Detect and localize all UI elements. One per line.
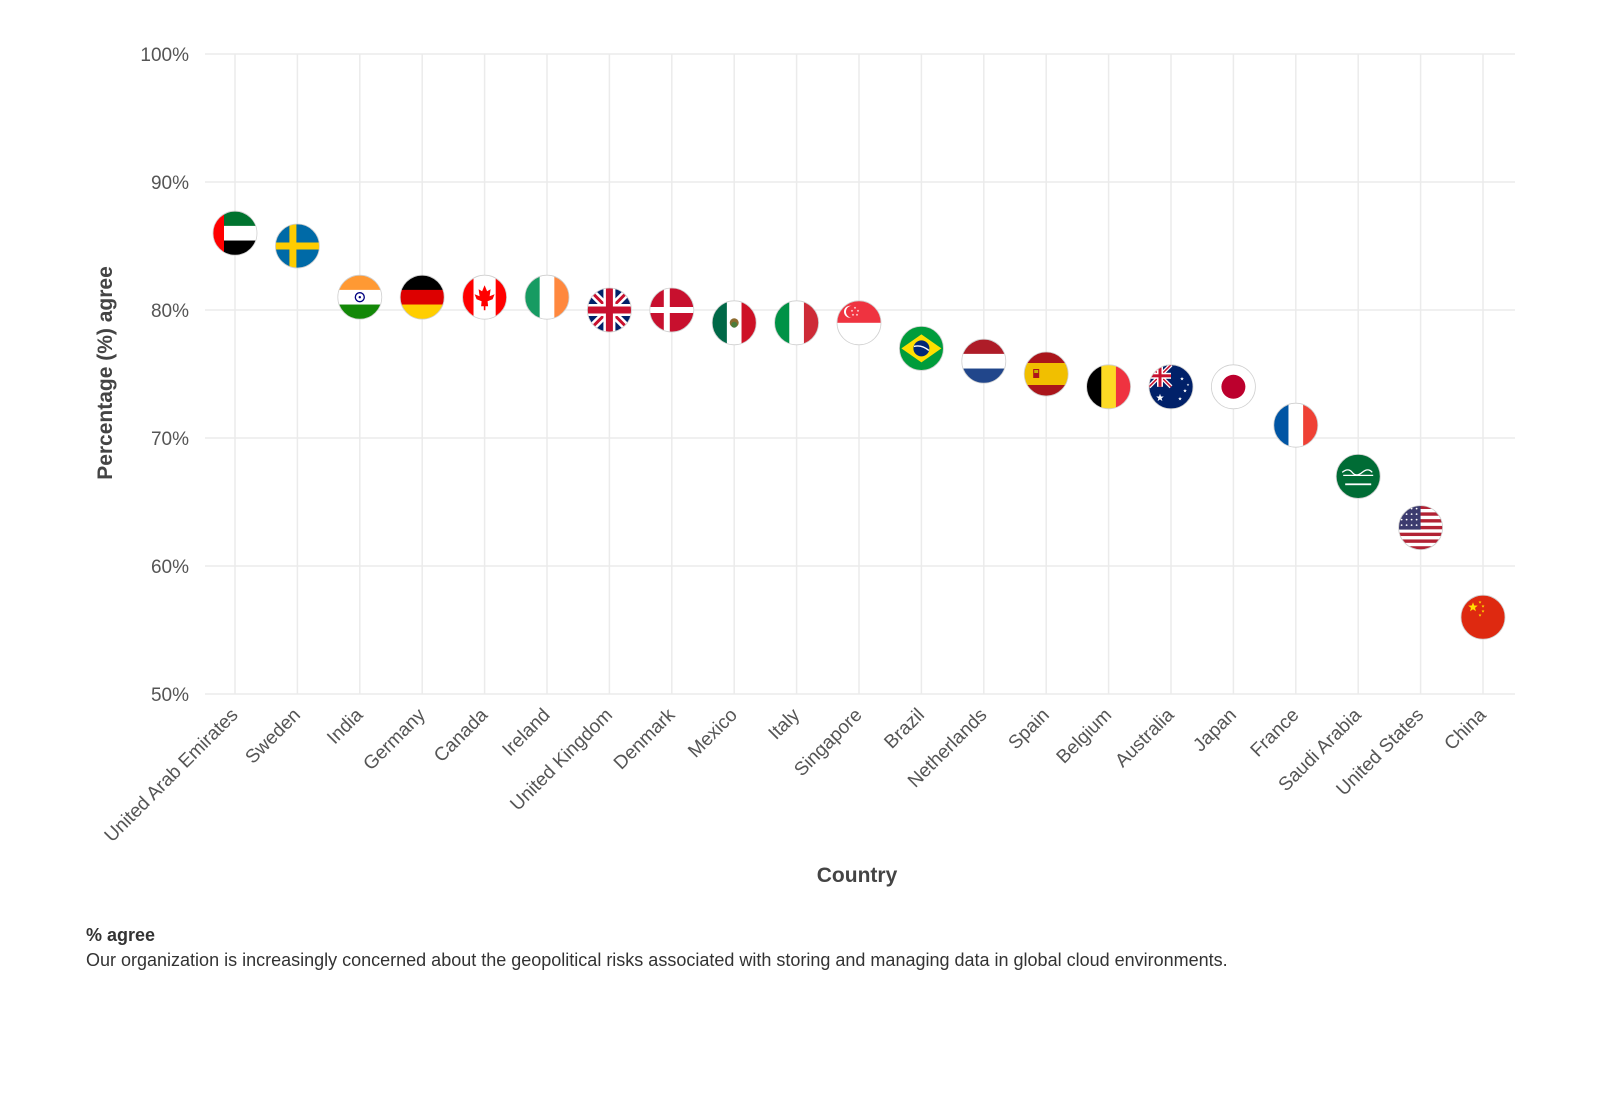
point-flag-saudi-arabia xyxy=(1335,453,1381,499)
y-axis-title: Percentage (%) agree xyxy=(94,266,117,480)
point-flag-germany xyxy=(399,274,445,320)
caption-title: % agree xyxy=(86,925,156,945)
x-tick-label: Canada xyxy=(430,704,492,766)
flag-usa-icon xyxy=(1398,505,1443,550)
x-tick-label: Belgium xyxy=(1053,705,1116,768)
point-flag-singapore xyxy=(836,300,882,346)
x-tick-label: Ireland xyxy=(499,705,555,761)
x-tick-label: Japan xyxy=(1189,705,1240,756)
y-axis-ticks: 50% 60% 70% 80% 90% 100% xyxy=(140,45,189,706)
x-tick-label: India xyxy=(323,704,367,748)
point-flag-netherlands xyxy=(961,338,1007,384)
point-flag-uk xyxy=(587,287,632,333)
caption-text: Our organization is increasingly concern… xyxy=(86,950,1228,970)
x-tick-label: Germany xyxy=(360,704,430,774)
flag-brazil-icon xyxy=(899,326,944,371)
flag-uk-icon xyxy=(587,288,632,332)
data-points xyxy=(212,210,1506,640)
flag-germany-icon xyxy=(400,275,445,320)
scatter-chart: 50% 60% 70% 80% 90% 100% United Arab Emirates… xyxy=(94,45,1515,887)
grid-lines xyxy=(205,53,1515,695)
y-tick-label: 80% xyxy=(151,301,189,322)
x-tick-label: Denmark xyxy=(610,704,680,774)
flag-china-icon xyxy=(1461,595,1505,640)
flag-singapore-icon xyxy=(837,300,881,345)
flag-japan-icon xyxy=(1211,364,1256,409)
point-flag-india xyxy=(337,274,383,320)
caption: % agree Our organization is increasingly… xyxy=(86,925,1536,971)
flag-denmark-icon xyxy=(649,288,694,332)
flag-netherlands-icon xyxy=(961,339,1006,384)
point-flag-australia xyxy=(1148,364,1194,410)
point-flag-usa xyxy=(1398,505,1443,550)
flag-uae-icon xyxy=(213,211,257,256)
flag-sweden-icon xyxy=(275,224,320,268)
y-tick-label: 50% xyxy=(151,685,189,706)
y-tick-label: 60% xyxy=(151,557,189,578)
x-tick-label: Singapore xyxy=(790,705,866,781)
flag-belgium-icon xyxy=(1086,364,1131,409)
x-axis-title: Country xyxy=(817,864,898,887)
flag-australia-icon xyxy=(1149,364,1193,409)
flag-india-icon xyxy=(337,275,382,320)
point-flag-belgium xyxy=(1086,364,1131,410)
y-tick-label: 70% xyxy=(151,429,189,450)
point-flag-mexico xyxy=(711,300,757,346)
flag-italy-icon xyxy=(774,300,819,345)
x-tick-label: Spain xyxy=(1005,705,1054,754)
flag-france-icon xyxy=(1273,403,1318,448)
point-flag-denmark xyxy=(649,287,695,333)
point-flag-uae xyxy=(212,210,258,256)
x-tick-label: United Arab Emirates xyxy=(101,705,243,847)
flag-ireland-icon xyxy=(525,275,569,320)
flag-saudi-arabia-icon xyxy=(1336,454,1381,499)
flag-spain-icon xyxy=(1024,352,1069,396)
point-flag-canada xyxy=(462,274,508,320)
flag-canada-icon xyxy=(462,275,507,320)
flag-mexico-icon xyxy=(712,300,757,345)
point-flag-france xyxy=(1273,402,1319,448)
x-tick-label: Sweden xyxy=(242,705,305,768)
x-tick-label: Mexico xyxy=(684,705,741,762)
y-tick-label: 100% xyxy=(140,45,189,66)
point-flag-china xyxy=(1460,594,1506,640)
point-flag-japan xyxy=(1211,364,1256,410)
x-tick-label: Italy xyxy=(765,704,805,744)
point-flag-spain xyxy=(1023,351,1069,397)
point-flag-italy xyxy=(774,300,819,346)
y-tick-label: 90% xyxy=(151,173,189,194)
x-tick-label: France xyxy=(1247,705,1304,762)
x-tick-label: China xyxy=(1441,704,1491,754)
x-tick-label: Brazil xyxy=(880,705,928,753)
point-flag-sweden xyxy=(274,223,320,269)
x-tick-label: Australia xyxy=(1111,704,1178,771)
point-flag-ireland xyxy=(524,274,570,320)
point-flag-brazil xyxy=(899,325,944,371)
